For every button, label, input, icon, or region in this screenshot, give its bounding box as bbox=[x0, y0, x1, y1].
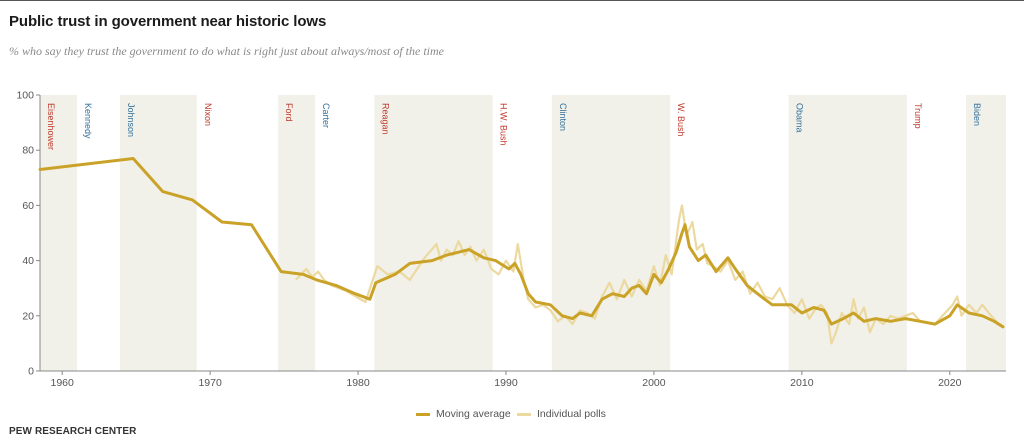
president-label: Clinton bbox=[558, 103, 568, 131]
president-label: Kennedy bbox=[83, 103, 93, 139]
legend-label-individual-polls: Individual polls bbox=[537, 408, 606, 420]
term-shade-6 bbox=[374, 95, 493, 371]
top-rule bbox=[0, 0, 1024, 1]
moving-average-line bbox=[38, 157, 1005, 329]
y-tick-label: 100 bbox=[16, 90, 34, 102]
y-tick-label: 20 bbox=[22, 310, 34, 322]
president-shading bbox=[40, 95, 1006, 371]
president-label: Biden bbox=[972, 103, 982, 126]
x-tick-label: 1990 bbox=[494, 377, 518, 389]
president-label: Trump bbox=[913, 103, 923, 129]
x-tick-label: 1980 bbox=[346, 377, 370, 389]
y-tick-label: 0 bbox=[28, 366, 34, 378]
term-shade-8 bbox=[551, 95, 671, 371]
president-label: Johnson bbox=[126, 103, 136, 137]
president-label: H.W. Bush bbox=[499, 103, 509, 146]
x-tick-label: 2010 bbox=[790, 377, 814, 389]
term-shade-2 bbox=[119, 95, 197, 371]
chart-subtitle: % who say they trust the government to d… bbox=[9, 44, 444, 58]
legend-moving-average: Moving average bbox=[416, 408, 511, 420]
moving-average-swatch bbox=[416, 412, 430, 416]
president-label: Ford bbox=[284, 103, 294, 122]
y-tick-label: 60 bbox=[22, 200, 34, 212]
president-label: Carter bbox=[321, 103, 331, 128]
individual-polls-swatch bbox=[517, 412, 531, 416]
term-shade-12 bbox=[966, 95, 1006, 371]
x-tick-label: 1970 bbox=[198, 377, 222, 389]
term-shade-0 bbox=[40, 95, 77, 371]
source-credit: PEW RESEARCH CENTER bbox=[9, 426, 137, 437]
president-label: Nixon bbox=[203, 103, 213, 126]
x-tick-label: 2000 bbox=[642, 377, 666, 389]
y-tick-label: 40 bbox=[22, 255, 34, 267]
x-tick-label: 2020 bbox=[938, 377, 962, 389]
president-label: Obama bbox=[795, 103, 805, 133]
axes: 0 20 40 60 80 100 1960 1970 1980 1990 2000 2010 2020 bbox=[16, 90, 1006, 389]
president-labels: Eisenhower Kennedy Johnson Nixon Ford Carter R… bbox=[46, 103, 982, 150]
president-label: Reagan bbox=[380, 103, 390, 135]
legend-label-moving-average: Moving average bbox=[436, 408, 511, 420]
term-shade-10 bbox=[788, 95, 907, 371]
chart-title: Public trust in government near historic… bbox=[9, 13, 327, 30]
legend-individual-polls: Individual polls bbox=[517, 408, 606, 420]
president-label: Eisenhower bbox=[46, 103, 56, 150]
series-layer bbox=[38, 157, 1005, 345]
president-label: W. Bush bbox=[676, 103, 686, 137]
x-tick-label: 1960 bbox=[51, 377, 75, 389]
y-tick-label: 80 bbox=[22, 145, 34, 157]
term-shade-4 bbox=[278, 95, 316, 371]
